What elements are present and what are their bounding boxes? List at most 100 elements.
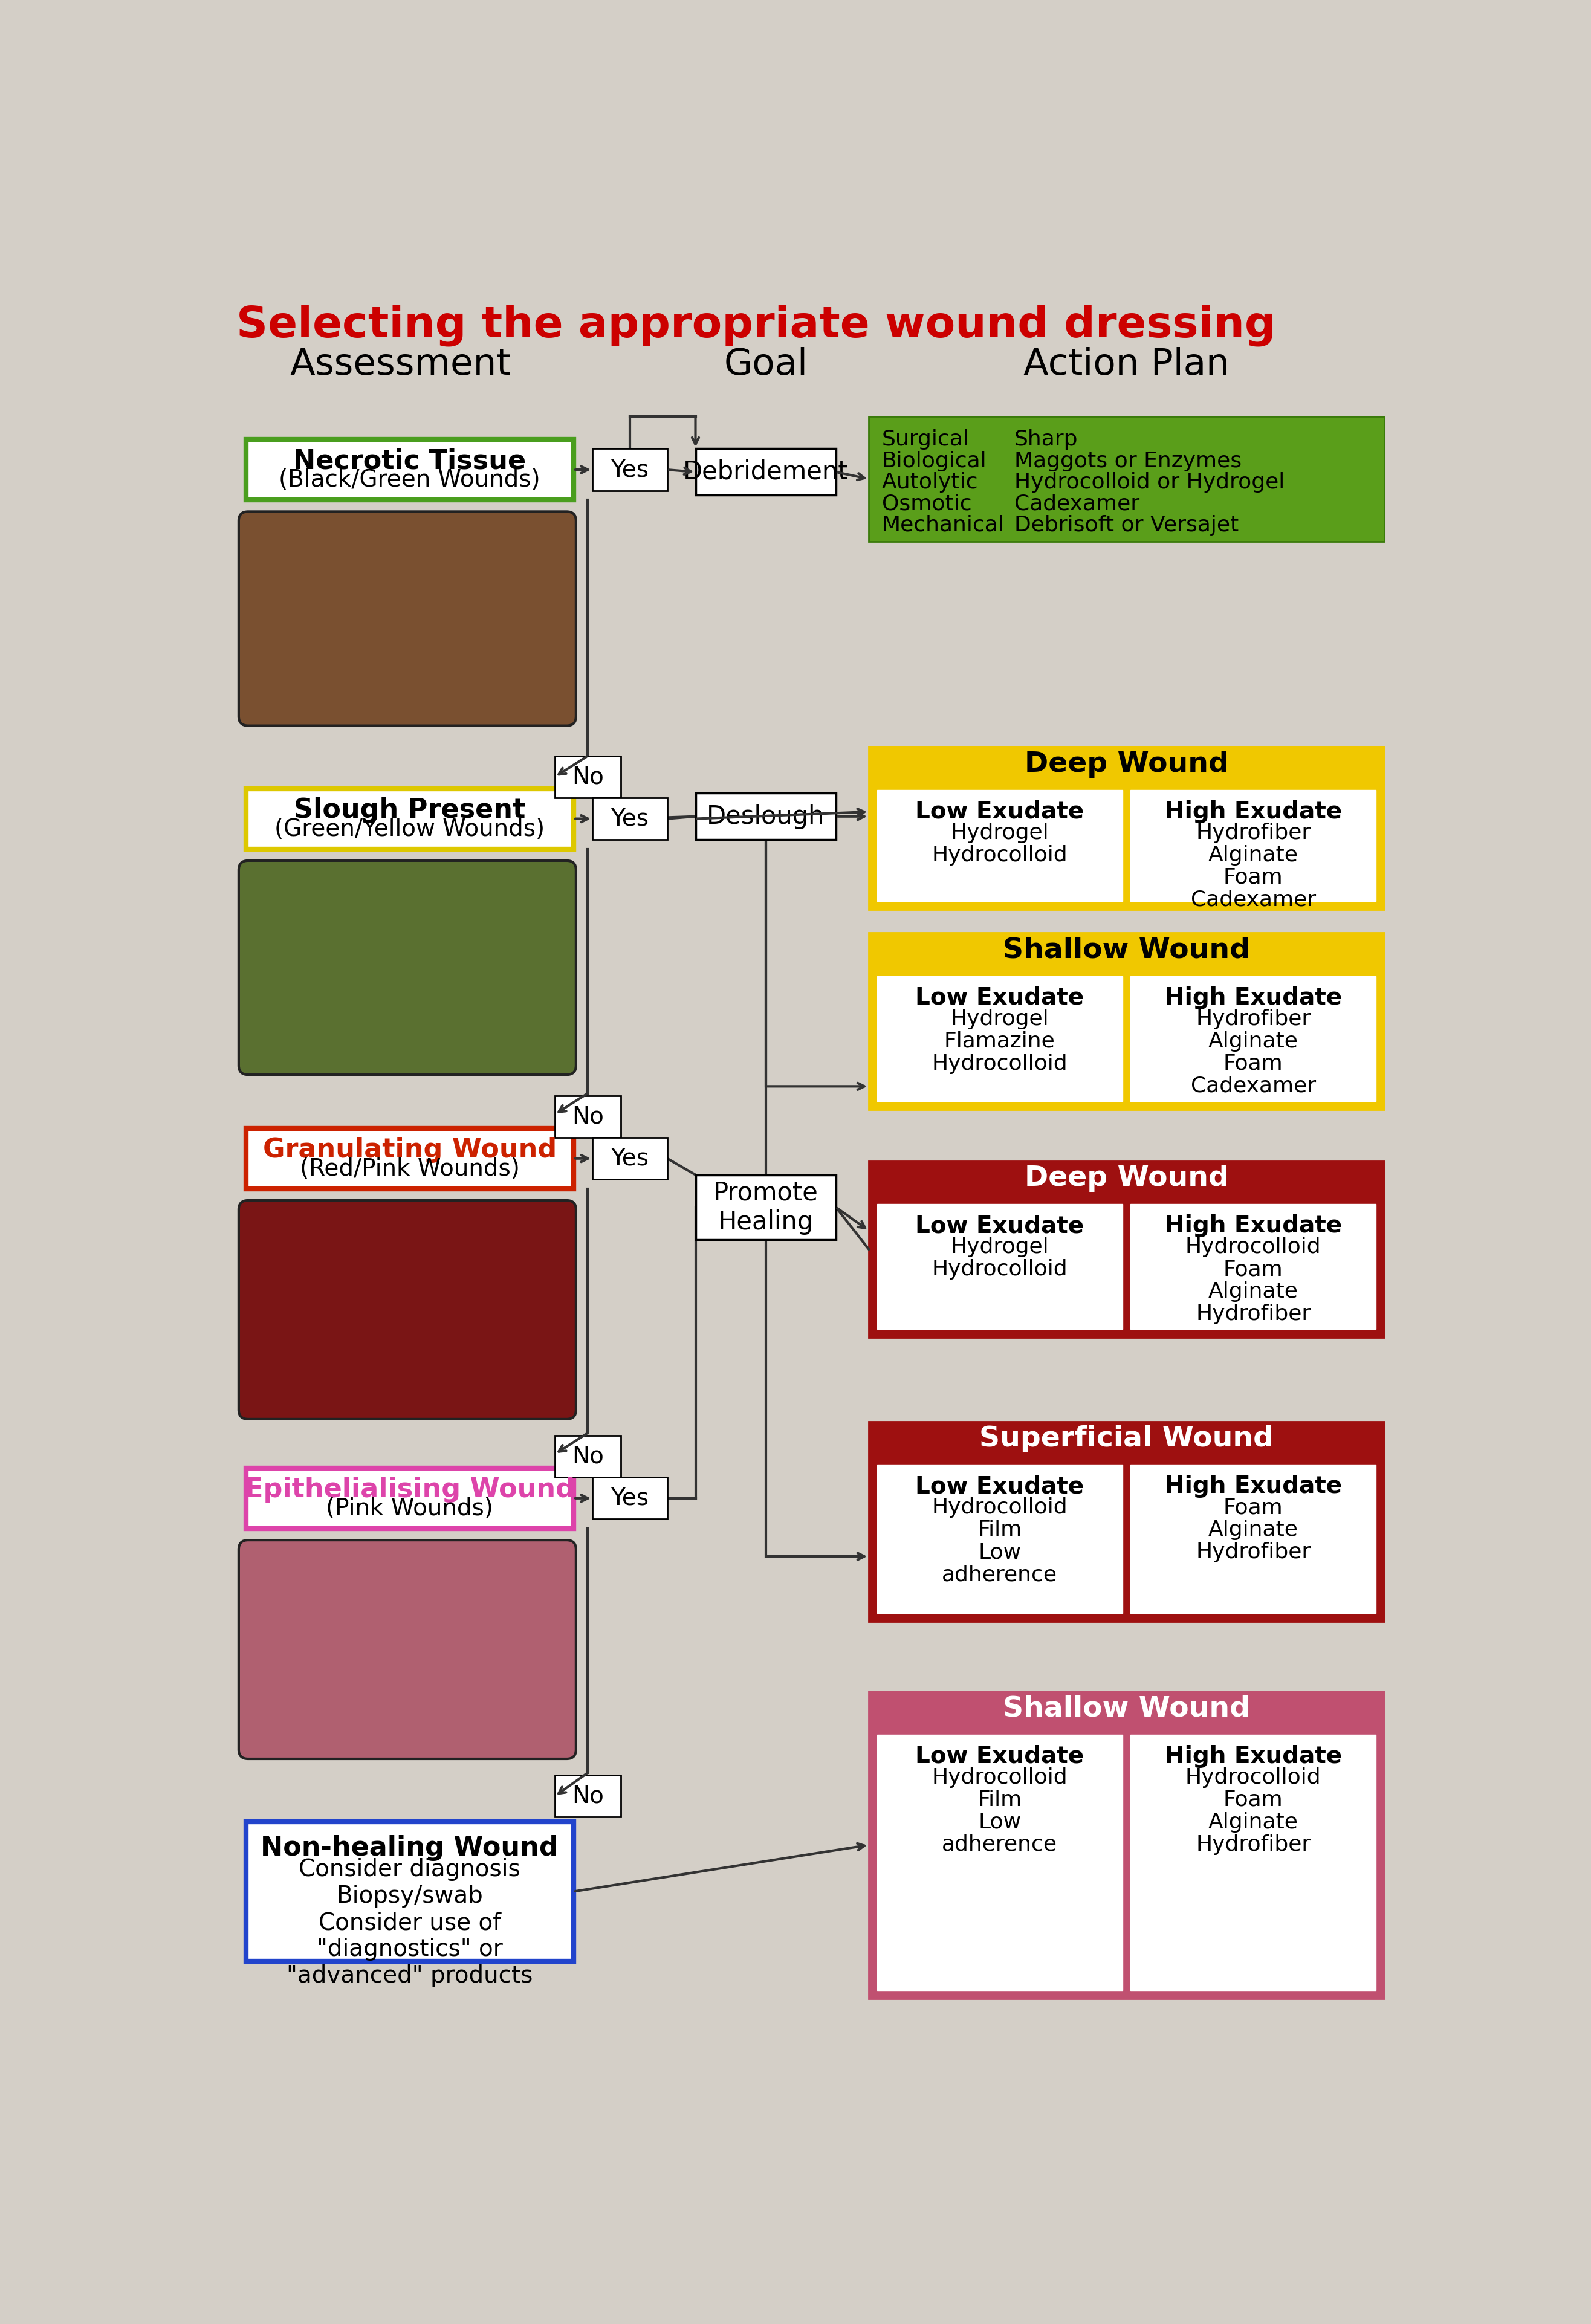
FancyBboxPatch shape: [869, 1692, 1384, 1999]
FancyBboxPatch shape: [245, 788, 574, 848]
Text: No: No: [571, 765, 603, 788]
Text: Hydrofiber: Hydrofiber: [1196, 1009, 1311, 1030]
Text: Foam: Foam: [1223, 867, 1282, 888]
FancyBboxPatch shape: [555, 1776, 620, 1817]
Text: Shallow Wound: Shallow Wound: [1002, 937, 1251, 964]
Text: Foam: Foam: [1223, 1497, 1282, 1518]
Text: Low Exudate: Low Exudate: [915, 799, 1083, 823]
FancyBboxPatch shape: [1131, 1734, 1376, 1989]
Text: Osmotic: Osmotic: [881, 493, 972, 514]
Text: No: No: [571, 1106, 603, 1127]
Text: Alginate: Alginate: [1208, 1281, 1298, 1301]
Text: (Pink Wounds): (Pink Wounds): [326, 1497, 493, 1520]
FancyBboxPatch shape: [1131, 790, 1376, 902]
Text: Hydrofiber: Hydrofiber: [1196, 1834, 1311, 1855]
FancyBboxPatch shape: [239, 511, 576, 725]
FancyBboxPatch shape: [877, 790, 1122, 902]
Text: Shallow Wound: Shallow Wound: [1002, 1694, 1251, 1722]
Text: Low Exudate: Low Exudate: [915, 1476, 1083, 1499]
Text: Consider diagnosis
Biopsy/swab
Consider use of
"diagnostics" or
"advanced" produ: Consider diagnosis Biopsy/swab Consider …: [286, 1857, 533, 1987]
Text: Deep Wound: Deep Wound: [1025, 1164, 1228, 1192]
Text: Granulating Wound: Granulating Wound: [263, 1136, 557, 1162]
FancyBboxPatch shape: [1131, 1464, 1376, 1613]
FancyBboxPatch shape: [869, 746, 1384, 909]
Text: Hydrofiber: Hydrofiber: [1196, 1543, 1311, 1562]
FancyBboxPatch shape: [592, 1478, 667, 1520]
Text: Selecting the appropriate wound dressing: Selecting the appropriate wound dressing: [237, 304, 1276, 346]
Text: Promote
Healing: Promote Healing: [713, 1181, 818, 1234]
Text: Yes: Yes: [611, 458, 649, 481]
Text: Hydrocolloid: Hydrocolloid: [932, 1260, 1068, 1281]
Text: Hydrocolloid: Hydrocolloid: [932, 1766, 1068, 1787]
Text: Alginate: Alginate: [1208, 1032, 1298, 1050]
Text: High Exudate: High Exudate: [1165, 1745, 1341, 1769]
Text: Debrisoft or Versajet: Debrisoft or Versajet: [1013, 516, 1238, 535]
Text: Film: Film: [977, 1789, 1021, 1810]
FancyBboxPatch shape: [245, 1469, 574, 1529]
FancyBboxPatch shape: [239, 1541, 576, 1759]
Text: No: No: [571, 1785, 603, 1808]
Text: Maggots or Enzymes: Maggots or Enzymes: [1013, 451, 1241, 472]
Text: (Green/Yellow Wounds): (Green/Yellow Wounds): [275, 818, 544, 841]
Text: Necrotic Tissue: Necrotic Tissue: [293, 449, 527, 474]
Text: Action Plan: Action Plan: [1023, 346, 1230, 383]
Text: Low: Low: [978, 1813, 1021, 1831]
FancyBboxPatch shape: [245, 1127, 574, 1190]
Text: Hydrocolloid: Hydrocolloid: [1185, 1236, 1321, 1257]
Text: Hydrocolloid: Hydrocolloid: [1185, 1766, 1321, 1787]
Text: Hydrogel: Hydrogel: [950, 1236, 1048, 1257]
FancyBboxPatch shape: [555, 755, 620, 797]
Text: Cadexamer: Cadexamer: [1190, 1076, 1316, 1097]
FancyBboxPatch shape: [245, 1822, 574, 1961]
FancyBboxPatch shape: [245, 867, 570, 1067]
Text: Slough Present: Slough Present: [294, 797, 525, 823]
Text: Superficial Wound: Superficial Wound: [980, 1425, 1274, 1452]
Text: Non-healing Wound: Non-healing Wound: [261, 1834, 558, 1862]
Text: High Exudate: High Exudate: [1165, 799, 1341, 823]
Text: Low Exudate: Low Exudate: [915, 1215, 1083, 1236]
Text: Biological: Biological: [881, 451, 986, 472]
FancyBboxPatch shape: [1131, 976, 1376, 1102]
Text: adherence: adherence: [942, 1834, 1058, 1855]
Text: Hydrofiber: Hydrofiber: [1196, 1304, 1311, 1325]
Text: Deslough: Deslough: [706, 804, 824, 830]
Text: Mechanical: Mechanical: [881, 516, 1004, 535]
Text: Assessment: Assessment: [290, 346, 511, 383]
Text: Hydrogel: Hydrogel: [950, 1009, 1048, 1030]
Text: Yes: Yes: [611, 1148, 649, 1169]
FancyBboxPatch shape: [239, 1202, 576, 1420]
FancyBboxPatch shape: [245, 518, 570, 718]
FancyBboxPatch shape: [695, 1176, 835, 1241]
Text: Debridement: Debridement: [683, 460, 848, 486]
Text: No: No: [571, 1446, 603, 1469]
FancyBboxPatch shape: [239, 860, 576, 1074]
FancyBboxPatch shape: [245, 1208, 570, 1413]
Text: Low Exudate: Low Exudate: [915, 1745, 1083, 1769]
Text: Hydrocolloid or Hydrogel: Hydrocolloid or Hydrogel: [1013, 472, 1284, 493]
Text: Cadexamer: Cadexamer: [1190, 890, 1316, 911]
Text: Deep Wound: Deep Wound: [1025, 751, 1228, 779]
FancyBboxPatch shape: [869, 1160, 1384, 1339]
FancyBboxPatch shape: [592, 797, 667, 839]
FancyBboxPatch shape: [245, 439, 574, 500]
Text: High Exudate: High Exudate: [1165, 1215, 1341, 1236]
Text: (Red/Pink Wounds): (Red/Pink Wounds): [299, 1157, 520, 1181]
Text: Alginate: Alginate: [1208, 846, 1298, 865]
FancyBboxPatch shape: [555, 1436, 620, 1478]
Text: Yes: Yes: [611, 806, 649, 830]
FancyBboxPatch shape: [869, 416, 1384, 541]
FancyBboxPatch shape: [555, 1095, 620, 1136]
FancyBboxPatch shape: [592, 449, 667, 490]
Text: Flamazine: Flamazine: [943, 1032, 1055, 1050]
Text: Epithelialising Wound: Epithelialising Wound: [245, 1476, 574, 1504]
FancyBboxPatch shape: [695, 792, 835, 839]
Text: Cadexamer: Cadexamer: [1013, 493, 1139, 514]
FancyBboxPatch shape: [1131, 1204, 1376, 1329]
Text: Surgical: Surgical: [881, 430, 969, 451]
FancyBboxPatch shape: [877, 976, 1122, 1102]
Text: High Exudate: High Exudate: [1165, 1476, 1341, 1499]
Text: (Black/Green Wounds): (Black/Green Wounds): [278, 469, 541, 490]
Text: Hydrocolloid: Hydrocolloid: [932, 1053, 1068, 1074]
Text: Yes: Yes: [611, 1487, 649, 1511]
FancyBboxPatch shape: [695, 449, 835, 495]
